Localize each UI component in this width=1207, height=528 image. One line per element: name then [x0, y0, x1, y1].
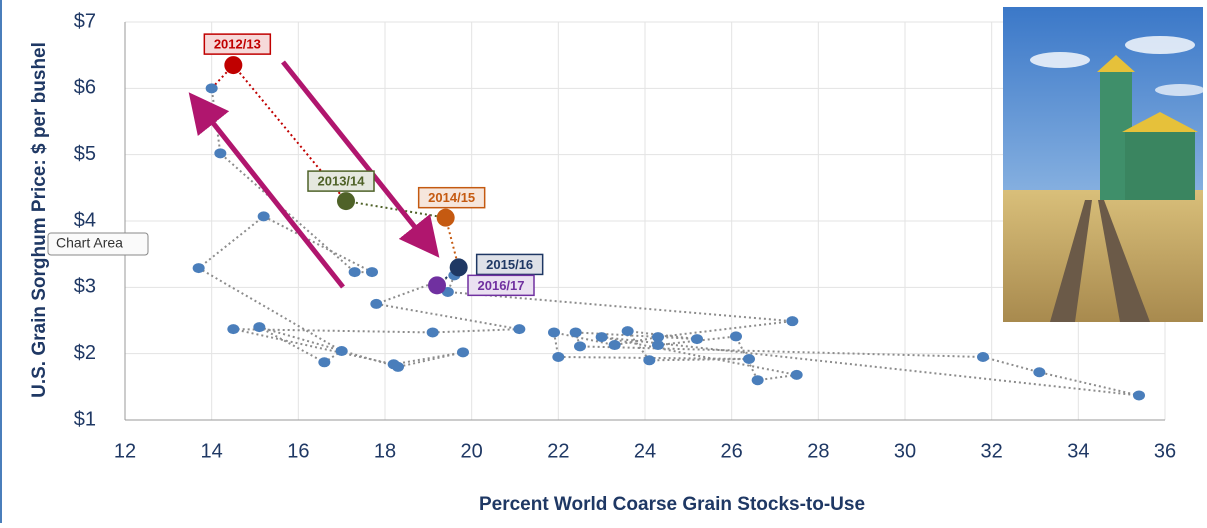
point	[552, 351, 565, 362]
tooltip: Chart Area	[56, 235, 123, 251]
x-tick-label: 32	[981, 440, 1003, 462]
label-fill	[204, 34, 271, 55]
point	[370, 298, 383, 309]
highlight-point	[224, 56, 243, 75]
x-tick-label: 30	[894, 440, 916, 462]
point	[751, 375, 764, 386]
cloud	[1030, 52, 1090, 68]
y-tick-label: $3	[74, 276, 96, 298]
labels: 2012/13 2013/14 2014/15 2015/16 2016/17	[203, 33, 544, 297]
x-tick-label: 34	[1067, 440, 1089, 462]
point	[643, 355, 656, 366]
x-tick-label: 26	[721, 440, 743, 462]
y-tick-label: $7	[74, 10, 96, 32]
elevator-roof	[1097, 55, 1135, 72]
highlight-link	[345, 200, 446, 219]
track	[1098, 200, 1150, 322]
x-tick-label: 12	[114, 440, 136, 462]
annex-roof	[1122, 112, 1198, 132]
highlight-label: 2012/13	[214, 37, 261, 52]
y-tick-label: $2	[74, 342, 96, 364]
x-tick-label: 28	[807, 440, 829, 462]
points	[192, 56, 1145, 401]
point	[457, 347, 469, 358]
label-fill	[468, 275, 534, 296]
point	[574, 341, 586, 352]
point	[595, 332, 608, 343]
highlight-link	[444, 217, 460, 268]
point	[548, 327, 560, 338]
cloud	[1155, 84, 1205, 96]
point	[205, 83, 218, 94]
x-tick-label: 16	[287, 440, 309, 462]
point	[227, 324, 240, 335]
point	[786, 316, 799, 327]
x-tick-label: 18	[374, 440, 396, 462]
point	[513, 324, 526, 335]
y-tick-label: $5	[74, 143, 96, 165]
label-box	[307, 170, 375, 192]
tooltip-box	[47, 232, 149, 256]
x-tick-label: 36	[1154, 440, 1176, 462]
x-tick-label: 20	[461, 440, 483, 462]
photo	[1003, 7, 1205, 322]
label-fill	[418, 187, 485, 208]
label-fill	[476, 254, 543, 275]
label-box	[467, 274, 535, 297]
point	[621, 326, 634, 337]
x-tick-label: 22	[547, 440, 569, 462]
label-box	[203, 33, 272, 55]
point	[730, 331, 742, 342]
point	[348, 267, 361, 278]
point	[318, 357, 331, 368]
point	[569, 327, 582, 338]
highlight-point	[428, 276, 446, 295]
point	[366, 267, 378, 278]
track	[1050, 200, 1092, 322]
arrow-down	[281, 60, 440, 258]
highlight-label: 2016/17	[478, 278, 525, 293]
cloud	[1125, 36, 1195, 54]
y-tick-label: $1	[74, 408, 96, 430]
y-axis-label: U.S. Grain Sorghum Price: $ per bushel	[29, 42, 50, 398]
highlight-point	[337, 192, 355, 211]
highlight-label: 2013/14	[318, 174, 366, 189]
point	[691, 334, 703, 345]
annex	[1125, 130, 1195, 200]
highlight-label: 2015/16	[486, 257, 533, 272]
highlight-point	[436, 208, 455, 227]
point	[608, 340, 621, 351]
point	[652, 340, 664, 351]
point	[790, 369, 803, 380]
highlight-point	[449, 258, 468, 277]
label-box	[475, 253, 544, 276]
point	[652, 332, 664, 343]
label-fill	[308, 171, 374, 192]
point	[977, 351, 989, 362]
point	[335, 346, 348, 357]
y-tick-label: $4	[74, 209, 96, 231]
y-tick-label: $6	[74, 77, 96, 99]
x-tick-label: 14	[201, 440, 223, 462]
point	[392, 361, 404, 372]
point	[192, 263, 205, 274]
x-axis-label: Percent World Coarse Grain Stocks-to-Use	[479, 494, 865, 515]
highlight-label: 2014/15	[428, 190, 475, 205]
point	[253, 322, 266, 333]
point	[1033, 367, 1046, 378]
arrow-up	[188, 92, 345, 289]
point	[1133, 390, 1145, 401]
label-box	[417, 186, 486, 209]
point	[426, 327, 439, 338]
grid: 12 14 16 18 20 22 24 26 28 30 32 34 36 $1 $2 $3 $4 $5 $6 $7	[74, 10, 1176, 462]
x-tick-label: 24	[634, 440, 656, 462]
point	[214, 148, 227, 159]
point	[743, 353, 755, 364]
point	[257, 211, 270, 222]
